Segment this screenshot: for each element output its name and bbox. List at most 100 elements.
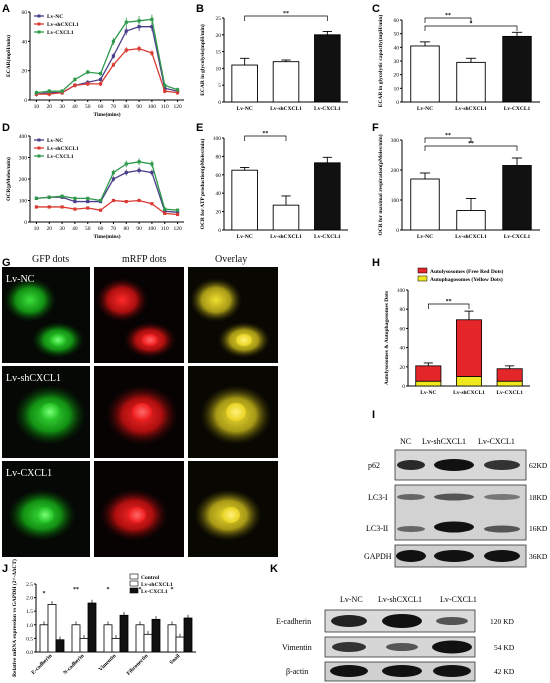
bar — [151, 618, 161, 653]
chart-h-autophagy-dots: 0 20 40 60 80 100 Autolysosomes & Autophagosom… — [384, 267, 530, 396]
data-point — [163, 207, 167, 211]
data-point — [60, 205, 64, 209]
chart-c-ecar-glycolytic-capacity: 0 10 20 30 40 50 60 ECAR in glycolytic capacity… — [377, 13, 540, 112]
data-point — [137, 25, 141, 29]
legend-marker — [37, 30, 41, 34]
panel-letter-h: H — [372, 257, 380, 269]
blot-band — [484, 460, 520, 470]
x-tick-label: 20 — [47, 226, 53, 232]
data-point — [137, 198, 141, 203]
significance-label: ** — [445, 133, 451, 139]
y-tick-label: 40 — [400, 346, 406, 352]
y-tick-label: 1.5 — [26, 609, 33, 615]
y-tick-label: 0 — [24, 220, 27, 226]
panel-letter-i: I — [372, 409, 375, 421]
y-tick-label: 2.0 — [26, 596, 33, 602]
significance-label: * — [470, 21, 473, 27]
bar-segment — [455, 375, 483, 387]
category-label: E-cadherin — [31, 653, 54, 676]
blot-band — [396, 550, 426, 562]
data-point — [98, 208, 103, 212]
data-point — [124, 170, 128, 175]
y-axis-label: Autolysosomes & Autophagosomes Dots — [384, 291, 390, 385]
blot-band — [434, 550, 474, 562]
blot-band — [484, 550, 520, 562]
category-label: Lv-CXCL1 — [504, 106, 531, 112]
y-tick-label: 20 — [22, 69, 28, 75]
blot-i-lane-nc: NC — [400, 437, 411, 446]
y-tick-label: 25 — [216, 16, 222, 22]
cell-body — [96, 278, 148, 322]
panel-letter-k: K — [270, 563, 278, 575]
y-tick-label: 60 — [22, 10, 28, 16]
panel-letter-d: D — [2, 122, 10, 134]
data-point — [175, 88, 180, 92]
bar — [314, 34, 341, 103]
legend-swatch — [129, 580, 139, 587]
x-tick-label: 20 — [47, 104, 53, 110]
cell-nucleus — [128, 507, 146, 523]
legend-entry: Control — [141, 575, 160, 581]
bar-segment — [496, 368, 523, 382]
data-point — [150, 202, 154, 206]
y-tick-label: 5 — [218, 83, 221, 89]
y-tick-label: 0 — [218, 100, 221, 106]
legend-marker — [37, 154, 41, 158]
y-tick-label: 200 — [391, 168, 400, 174]
y-axis-label: OCR(pMoles/min) — [5, 157, 12, 201]
cell-nucleus — [236, 334, 252, 346]
blot-band — [397, 494, 425, 500]
category-label: Lv-NC — [237, 234, 253, 240]
microscopy-header-overlay: Overlay — [215, 254, 247, 265]
x-tick-label: 10 — [34, 104, 40, 110]
significance-bracket — [244, 15, 328, 21]
bar — [119, 614, 129, 653]
significance-label: ** — [446, 299, 452, 305]
x-tick-label: 80 — [124, 226, 130, 232]
x-tick-label: 70 — [111, 226, 117, 232]
row-label-sh: Lv-shCXCL1 — [6, 373, 61, 384]
blot-k-label-vimentin: Vimentin — [282, 643, 312, 652]
legend-entry: Lv-NC — [47, 138, 63, 144]
data-point — [47, 89, 51, 93]
y-tick-label: 60 — [394, 18, 400, 24]
significance-bracket — [424, 17, 472, 23]
y-tick-label: 300 — [19, 156, 28, 162]
data-point — [150, 170, 154, 175]
significance-label: ** — [262, 131, 268, 137]
y-tick-label: 100 — [397, 288, 406, 294]
category-label: Vimentin — [98, 653, 118, 673]
data-point — [34, 91, 39, 95]
significance-label: ** — [283, 11, 289, 17]
bar — [175, 636, 185, 653]
chart-a-ecar-timecourse: 0 20 40 60 ECAR(mpH/min) 10 20 30 40 50 60 70 80 90 10… — [5, 10, 184, 118]
chart-j-mrna-expression: 0.0 0.5 1.0 1.5 2.0 2.5 Relative mRNA expressi… — [11, 559, 196, 677]
data-point — [124, 162, 128, 166]
blot-k-size-ecadherin: 120 KD — [490, 617, 515, 626]
bar — [502, 35, 532, 103]
cell-nucleus — [222, 507, 240, 523]
blot-k-size-bactin: 42 KD — [494, 667, 515, 676]
category-label: Lv-CXCL1 — [314, 106, 341, 112]
x-tick-label: 90 — [136, 104, 142, 110]
category-label: Lv-CXCL1 — [496, 390, 523, 396]
bar — [87, 602, 97, 653]
blot-band — [484, 494, 520, 500]
significance-label: * — [139, 587, 142, 593]
data-point — [137, 19, 141, 23]
category-label: Lv-shCXCL1 — [455, 106, 487, 112]
microscopy-header-gfp: GFP dots — [32, 254, 69, 265]
blot-k-label-ecadherin: E-cadherin — [276, 617, 311, 626]
bar — [47, 604, 57, 653]
category-label: Lv-NC — [417, 234, 433, 240]
blot-band — [484, 525, 520, 533]
legend-entry: Autophagosomes (Yellow Dots) — [430, 276, 503, 283]
category-label: Lv-NC — [417, 106, 433, 112]
series-line — [36, 169, 178, 213]
y-axis-label: OCR for maximal respiration(pMoles/min) — [377, 134, 384, 235]
y-tick-label: 60 — [400, 326, 406, 332]
chart-b-ecar-glycolysis: 0 5 10 15 20 25 ECAR in glycolysis(mpH/min) Lv-… — [199, 11, 348, 112]
bar — [410, 45, 440, 103]
cell-body — [190, 278, 242, 322]
western-blot-i: NC Lv-shCXCL1 Lv-CXCL1 p62 LC3-I LC3-II … — [364, 437, 548, 568]
